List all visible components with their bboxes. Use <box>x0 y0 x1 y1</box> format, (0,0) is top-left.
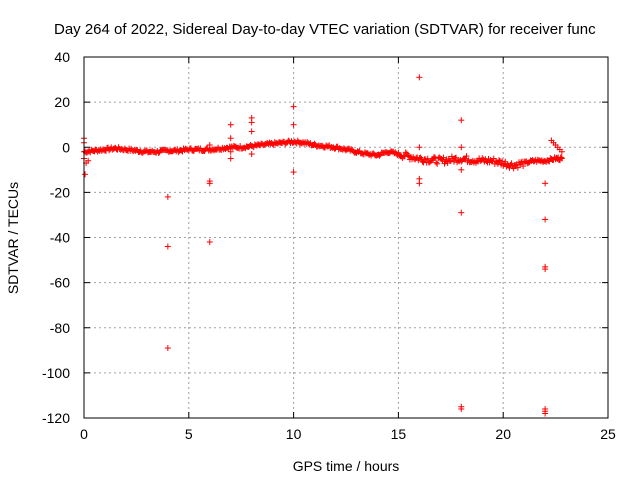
plot-frame <box>83 56 609 419</box>
y-tick-label: -60 <box>50 275 70 291</box>
outlier-point <box>558 148 565 155</box>
data-point <box>417 154 424 161</box>
outlier-point <box>542 410 549 417</box>
outlier-point <box>85 157 92 164</box>
outlier-point <box>290 103 297 110</box>
data-point <box>520 163 527 170</box>
outlier-point <box>164 243 171 250</box>
data-point <box>558 154 565 161</box>
y-tick-label: -100 <box>42 365 70 381</box>
outlier-point <box>458 405 465 412</box>
data-point <box>510 165 517 172</box>
x-tick-label: 10 <box>286 426 302 442</box>
x-tick-label: 15 <box>391 426 407 442</box>
y-tick-label: 0 <box>62 139 70 155</box>
y-axis-label: SDTVAR / TECUs <box>5 182 21 294</box>
outlier-point <box>542 266 549 273</box>
data-point <box>479 155 486 162</box>
data-point <box>506 164 513 171</box>
data-point <box>424 155 431 162</box>
data-point <box>508 160 515 167</box>
outlier-point <box>542 180 549 187</box>
data-point <box>103 147 110 154</box>
x-axis-label: GPS time / hours <box>293 458 400 474</box>
data-point <box>558 155 565 162</box>
outlier-point <box>458 117 465 124</box>
outlier-point <box>227 135 234 142</box>
outlier-point <box>458 209 465 216</box>
outlier-point <box>248 151 255 158</box>
axis-ticks: 0 5 10 15 20 25 -120 -100 -80 -60 -40 -20 0 20 40 <box>42 49 616 442</box>
outlier-point <box>227 148 234 155</box>
data-point <box>404 152 411 159</box>
outlier-point <box>290 121 297 128</box>
outlier-point <box>458 144 465 151</box>
x-tick-label: 0 <box>80 426 88 442</box>
outlier-point <box>290 169 297 176</box>
outlier-point <box>248 119 255 126</box>
y-tick-label: -20 <box>50 184 70 200</box>
outlier-point <box>416 74 423 81</box>
outlier-point <box>206 180 213 187</box>
chart-title: Day 264 of 2022, Sidereal Day-to-day VTE… <box>54 21 596 38</box>
outlier-point <box>227 121 234 128</box>
x-tick-label: 25 <box>600 426 616 442</box>
y-tick-label: 40 <box>54 49 70 65</box>
data-point <box>462 155 469 162</box>
data-point <box>433 159 440 166</box>
data-point <box>496 157 503 164</box>
outlier-point <box>206 239 213 246</box>
y-tick-label: 20 <box>54 94 70 110</box>
outlier-point <box>416 144 423 151</box>
outlier-point <box>82 171 89 178</box>
x-tick-label: 20 <box>495 426 511 442</box>
y-tick-label: -40 <box>50 230 70 246</box>
data-point <box>431 153 438 160</box>
data-point <box>514 164 521 171</box>
outlier-point <box>206 141 213 148</box>
data-point <box>440 154 447 161</box>
outlier-point <box>416 180 423 187</box>
y-tick-label: -80 <box>50 320 70 336</box>
outlier-point <box>542 216 549 223</box>
outlier-point <box>164 193 171 200</box>
data-point <box>450 158 457 165</box>
data-point <box>395 149 402 156</box>
outlier-point <box>248 128 255 135</box>
outlier-point <box>164 345 171 352</box>
outlier-point <box>227 155 234 162</box>
data-point <box>428 157 435 164</box>
x-tick-label: 5 <box>185 426 193 442</box>
outlier-point <box>458 166 465 173</box>
data-point <box>434 160 441 167</box>
data-points <box>81 74 565 417</box>
data-point <box>463 153 470 160</box>
gridlines <box>84 57 608 418</box>
y-tick-label: -120 <box>42 410 70 426</box>
